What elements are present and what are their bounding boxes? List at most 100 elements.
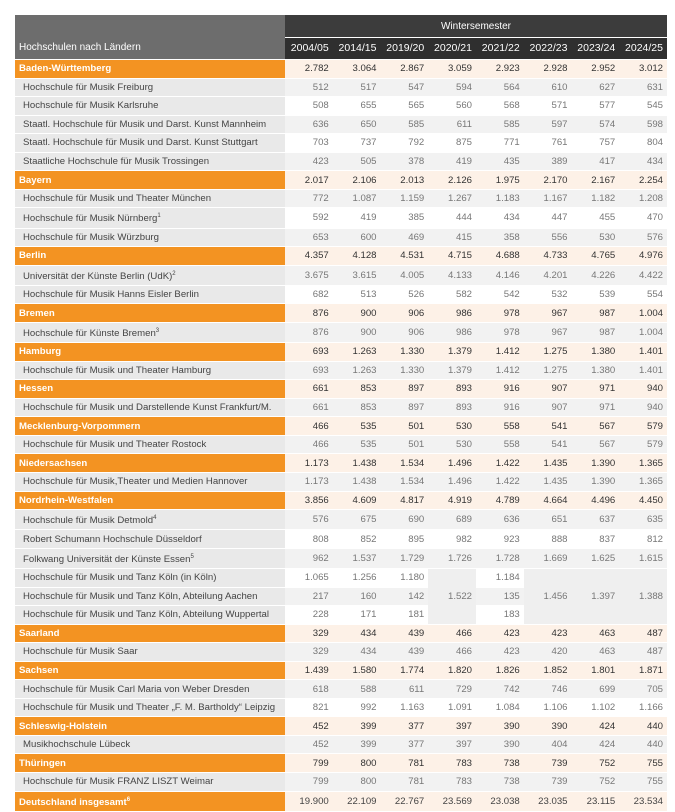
row-label-text: Hochschule für Musik und Theater Rostock [23,439,207,451]
value-cell: 1.380 [571,342,620,362]
row-label-text: Sachsen [19,664,59,676]
value-cell: 611 [428,115,476,135]
table-row: Hochschule für Musik Saar 329 434 439 466 423… [15,642,667,662]
value-cell: 1.422 [476,453,524,473]
value-cell: 1.820 [428,661,476,681]
value-cell: 4.531 [380,246,429,266]
value-cell: 579 [619,435,667,455]
row-label: Hochschule für Musik und Theater München [15,189,285,209]
value-cell: 535 [332,416,381,436]
table-row: Hochschule für Musik FRANZ LISZT Weimar 7… [15,772,667,792]
value-cell: 853 [332,379,381,399]
value-cell: 142 [380,587,429,607]
value-cell: 171 [332,605,381,625]
value-cell: 1.330 [380,361,429,381]
row-label-text: Baden-Württemberg [19,63,112,75]
value-cell: 1.180 [380,568,429,588]
value-cell: 1.184 [476,568,524,588]
value-cell: 651 [523,509,572,531]
value-cell: 415 [428,228,476,248]
row-label: Hessen [15,379,285,399]
value-cell: 875 [428,133,476,153]
value-cell: 505 [332,152,381,172]
year-header: 2024/25 [619,37,667,60]
year-header: 2021/22 [476,37,524,60]
value-cell: 627 [571,78,620,98]
value-cell: 397 [428,716,476,736]
value-cell: 567 [571,435,620,455]
value-cell: 530 [428,416,476,436]
value-cell: 470 [619,207,667,229]
value-cell: 650 [332,115,381,135]
value-cell: 771 [476,133,524,153]
value-cell: 636 [476,509,524,531]
value-cell: 1.275 [523,342,572,362]
row-label: Hochschule für Musik und Tanz Köln (in K… [15,568,285,588]
wintersemester-group-header: Wintersemester [285,15,667,38]
row-label-text: Hochschule für Musik Karlsruhe [23,100,159,112]
row-label: Deutschland insgesamt6 [15,791,285,812]
row-label-text: Hochschule für Musik und Tanz Köln (in K… [23,572,217,584]
row-label-text: Staatliche Hochschule für Musik Trossing… [23,156,210,167]
value-cell: 3.064 [332,59,381,79]
value-cell: 420 [523,642,572,662]
value-cell: 554 [619,285,667,305]
value-cell: 4.733 [523,246,572,266]
table-row: Hochschule für Musik und Tanz Köln, Abte… [15,587,667,607]
value-cell: 900 [332,303,381,323]
value-cell: 1.534 [380,472,429,492]
state-row: Berlin 4.357 4.128 4.531 4.715 4.688 4.733 4.76… [15,246,667,266]
state-row: Sachsen 1.439 1.580 1.774 1.820 1.826 1.852 1.8… [15,661,667,681]
value-cell: 1.401 [619,342,667,362]
row-label: Hochschule für Musik Detmold4 [15,509,285,531]
value-cell: 1.106 [523,698,572,718]
value-cell: 565 [380,96,429,116]
value-cell: 4.146 [476,265,524,286]
table-row: Hochschule für Musik Nürnberg1 592 419 385 4… [15,207,667,229]
row-label-text: Hamburg [19,346,62,358]
table-row: Staatl. Hochschule für Musik und Darst. … [15,133,667,153]
row-label-text: Mecklenburg-Vorpommern [19,420,141,432]
value-cell: 986 [428,322,476,344]
value-cell: 513 [332,285,381,305]
value-cell: 655 [332,96,381,116]
row-label-text: Saarland [19,627,60,639]
row-label-text: Hochschule für Musik Freiburg [23,81,154,93]
value-cell: 967 [523,303,572,323]
value-cell: 463 [571,642,620,662]
value-cell: 378 [380,152,429,172]
value-cell: 1.388 [619,568,667,625]
value-cell: 22.109 [332,791,381,812]
value-cell: 466 [428,642,476,662]
value-cell: 800 [332,772,381,792]
value-cell: 1.275 [523,361,572,381]
footnote-marker: 3 [155,327,160,334]
value-cell: 690 [380,509,429,531]
row-label-text: Staatl. Hochschule für Musik und Darst. … [23,137,258,149]
value-cell: 876 [285,322,333,344]
state-row: Bremen 876 900 906 986 978 967 987 1.004 [15,303,667,323]
value-cell: 916 [476,398,524,418]
row-label: Hochschule für Künste Bremen3 [15,322,285,344]
value-cell: 1.537 [332,548,381,569]
value-cell: 2.017 [285,170,333,190]
value-cell: 452 [285,735,333,755]
value-cell: 940 [619,398,667,418]
value-cell: 399 [332,735,381,755]
value-cell: 517 [332,78,381,98]
row-label: Berlin [15,246,285,266]
value-cell: 1.729 [380,548,429,569]
value-cell: 19.900 [285,791,333,812]
value-cell: 1.435 [523,472,572,492]
row-label: Niedersachsen [15,453,285,473]
value-cell: 508 [285,96,333,116]
value-cell: 23.115 [571,791,620,812]
value-cell: 600 [332,228,381,248]
value-cell: 1.826 [476,661,524,681]
footnote-marker: 2 [172,270,176,277]
state-row: Bayern 2.017 2.106 2.013 2.126 1.975 2.170 2.16… [15,170,667,190]
year-header: 2014/15 [332,37,381,60]
value-cell: 4.715 [428,246,476,266]
value-cell: 888 [523,529,572,549]
row-label-text: Niedersachsen [19,457,88,469]
